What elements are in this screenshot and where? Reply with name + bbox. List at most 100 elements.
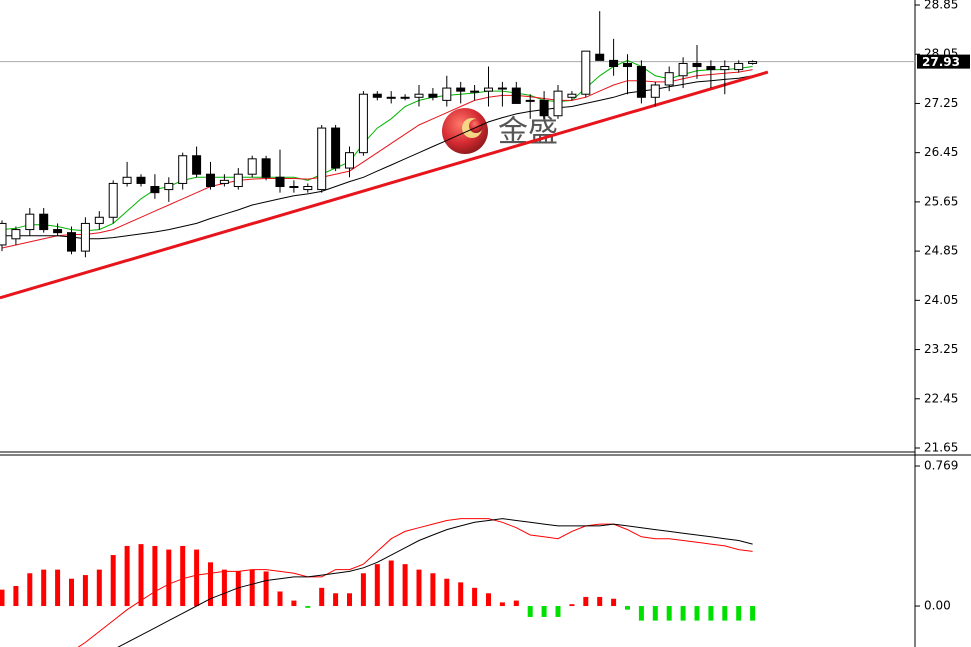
candle-body — [553, 90, 563, 117]
candle-body — [303, 186, 313, 191]
histogram-bar — [402, 564, 408, 607]
histogram-bar — [708, 606, 714, 621]
histogram-bar — [152, 545, 158, 607]
histogram-bar — [221, 569, 227, 607]
histogram-bar — [249, 569, 255, 607]
candle-body — [581, 50, 591, 95]
histogram-bar — [694, 606, 700, 621]
histogram-bar — [458, 582, 464, 607]
candle-body — [345, 152, 354, 169]
candle-body — [150, 186, 160, 194]
histogram-bar — [625, 606, 630, 610]
candle-body — [233, 173, 243, 188]
histogram-bar — [555, 606, 561, 617]
candle-body — [178, 155, 188, 184]
histogram-bar — [666, 606, 672, 621]
candle-body — [372, 93, 382, 98]
histogram-bar — [736, 606, 742, 621]
candle-body — [331, 127, 341, 169]
candle-body — [720, 66, 730, 71]
candle-body — [11, 229, 21, 240]
macd-panel — [0, 518, 756, 647]
candle-body — [261, 158, 271, 178]
histogram-bar — [208, 562, 213, 607]
histogram-bar — [194, 549, 200, 607]
price-axis: 28.8528.0527.2526.4525.6524.8524.0523.25… — [915, 0, 970, 613]
histogram-bar — [472, 587, 478, 607]
watermark-text: 金盛 — [498, 115, 558, 150]
histogram-bar — [110, 555, 116, 607]
candle-body — [53, 229, 63, 234]
histogram-bar — [180, 545, 186, 607]
histogram-bar — [277, 591, 283, 607]
histogram-bar — [374, 564, 380, 607]
candle-body — [39, 213, 49, 231]
candle-body — [664, 72, 674, 86]
histogram-bar — [597, 596, 603, 607]
histogram-bar — [305, 606, 311, 608]
histogram-bar — [388, 560, 394, 607]
y-tick-label: 26.45 — [924, 145, 958, 159]
candle-body — [484, 87, 493, 92]
candle-body — [0, 222, 7, 246]
y-tick-label: 0.769 — [924, 459, 958, 473]
candle-body — [67, 232, 76, 252]
histogram-bar — [319, 587, 325, 607]
y-tick-label: 25.65 — [924, 194, 958, 208]
candle-body — [80, 222, 90, 252]
histogram-bar — [541, 606, 547, 617]
histogram-bar — [638, 606, 644, 621]
candle-body — [748, 61, 758, 64]
y-tick-label: 0.00 — [924, 599, 951, 613]
candle-body — [414, 93, 424, 98]
histogram-bar — [722, 606, 728, 621]
candle-body — [678, 62, 688, 77]
histogram-bar — [486, 593, 491, 607]
candle-body — [164, 182, 174, 191]
candle-body — [206, 173, 215, 188]
candle-body — [623, 62, 632, 68]
histogram-bar — [527, 606, 533, 617]
watermark: 金盛 — [442, 108, 558, 154]
y-tick-label: 24.85 — [924, 244, 958, 258]
candle-body — [289, 186, 299, 189]
candle-body — [442, 87, 452, 101]
macd-line — [117, 518, 753, 647]
histogram-bar — [583, 596, 589, 607]
candle-body — [247, 158, 257, 175]
y-tick-label: 22.45 — [924, 391, 958, 405]
candle-body — [567, 93, 577, 98]
candle-body — [275, 176, 285, 188]
histogram-bar — [291, 600, 297, 607]
histogram-bar — [69, 578, 74, 607]
candle-body — [456, 87, 466, 92]
histogram-bar — [41, 569, 47, 607]
candle-body — [400, 96, 410, 99]
histogram-bar — [333, 593, 339, 607]
candle-body — [650, 84, 660, 98]
histogram-bar — [430, 573, 436, 607]
histogram-bar — [55, 569, 61, 607]
y-tick-label: 27.25 — [924, 96, 958, 110]
macd-line — [77, 518, 753, 647]
histogram-bar — [513, 600, 519, 607]
histogram-bar — [499, 602, 505, 607]
histogram-bar — [416, 569, 422, 607]
histogram-bar — [569, 604, 575, 607]
candle-body — [525, 99, 535, 102]
histogram-bar — [13, 586, 19, 607]
candle-body — [25, 213, 35, 231]
y-tick-label: 28.85 — [924, 0, 958, 12]
histogram-bar — [27, 573, 33, 607]
histogram-bar — [235, 571, 241, 607]
candle-body — [317, 127, 327, 191]
histogram-bar — [444, 578, 450, 607]
candle-body — [358, 93, 368, 154]
histogram-bar — [166, 549, 172, 607]
trendline — [0, 70, 769, 300]
price-panel — [0, 11, 915, 300]
candle-body — [192, 155, 202, 175]
y-tick-label: 23.25 — [924, 342, 958, 356]
logo-cut — [469, 119, 483, 133]
